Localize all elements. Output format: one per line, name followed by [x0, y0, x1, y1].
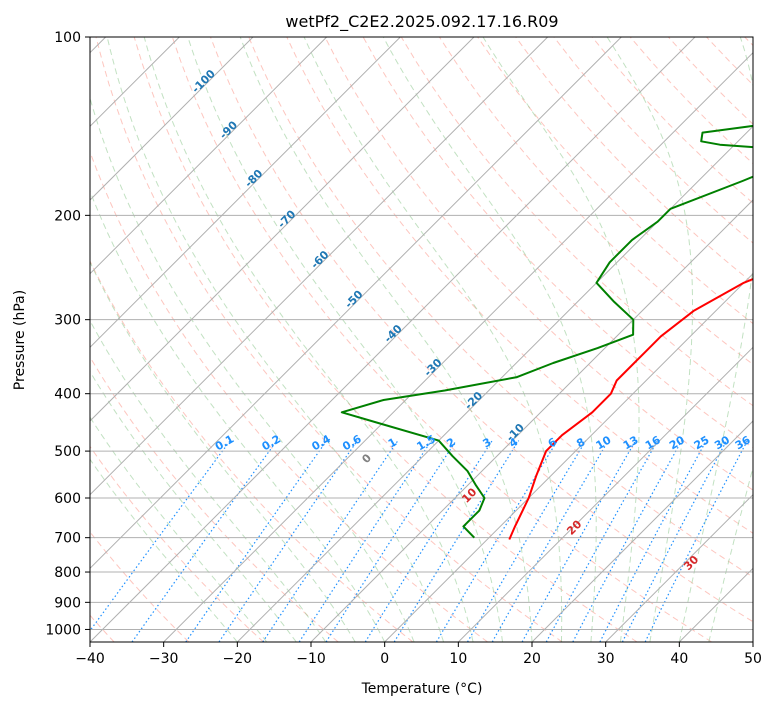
x-tick-label: −20: [223, 651, 253, 667]
moist-adiabat: [143, 37, 474, 642]
isotherm-gridline: [384, 272, 753, 642]
plot-background: [90, 37, 753, 642]
temperature-profile-line: [508, 277, 753, 540]
x-tick-label: 20: [523, 651, 541, 667]
mixing-ratio-line: [491, 440, 609, 642]
dry-adiabat: [90, 259, 414, 642]
isotherm-gridline: [457, 346, 753, 642]
y-tick-label: 100: [54, 30, 81, 46]
profiles: [340, 124, 753, 540]
chart-title: wetPf2_C2E2.2025.092.17.16.R09: [285, 12, 558, 32]
isotherm-gridline: [236, 125, 753, 642]
x-tick-label: −40: [75, 651, 105, 667]
mixing-ratio-line: [325, 440, 457, 642]
mixing-ratio-line: [644, 440, 748, 642]
x-tick-label: 30: [597, 651, 615, 667]
dry-adiabat: [210, 37, 753, 623]
x-tick-label: −30: [149, 651, 179, 667]
mixing-ratio-line: [466, 440, 587, 642]
moist-adiabat: [90, 260, 356, 642]
x-tick-label: 10: [449, 651, 467, 667]
mixing-ratio-line: [131, 440, 278, 642]
moist-adiabat: [303, 37, 563, 642]
dry-adiabat: [95, 37, 563, 642]
plot-frame: [89, 36, 754, 643]
x-tick-label: −10: [296, 651, 326, 667]
y-tick-label: 200: [54, 208, 81, 224]
y-tick-label: 300: [54, 313, 81, 329]
x-axis-label: Temperature (°C): [361, 681, 483, 697]
mixing-ratio-line: [435, 440, 558, 642]
moist-adiabat: [90, 416, 268, 642]
dewpoint-profile-line: [340, 124, 753, 539]
isotherm-gridline: [605, 493, 753, 642]
moist-adiabat: [106, 37, 445, 642]
dry-adiabat: [90, 356, 339, 642]
y-tick-label: 800: [54, 565, 81, 581]
y-tick-label: 400: [54, 387, 81, 403]
mixing-ratio-line: [364, 440, 493, 642]
y-tick-label: 600: [54, 491, 81, 507]
moist-adiabat: [187, 37, 503, 642]
isotherm-gridline: [90, 37, 475, 422]
dry-adiabat: [515, 37, 753, 284]
isotherm-gridline: [310, 199, 753, 642]
mixing-ratio-line: [572, 440, 683, 642]
y-tick-label: 500: [54, 444, 81, 460]
dry-adiabat: [90, 445, 264, 642]
isotherm-gridline: [90, 37, 549, 496]
x-tick-label: 0: [380, 651, 389, 667]
y-axis-ticks: 100 200 300 400 500 600 700 800 900 1000: [45, 30, 90, 638]
x-tick-label: 40: [670, 651, 688, 667]
moist-adiabat: [90, 370, 297, 642]
dry-adiabat: [286, 37, 753, 534]
moist-adiabat: [90, 458, 238, 642]
x-axis-ticks: −40 −30 −20 −10 0 10 20 30 40 50: [75, 642, 762, 667]
y-axis-label: Pressure (hPa): [12, 290, 28, 390]
y-tick-label: 700: [54, 531, 81, 547]
moist-adiabat: [708, 465, 753, 642]
dry-adiabat: [171, 37, 712, 642]
isotherm-gridline: [90, 37, 254, 201]
isotherm-gridline: [163, 51, 753, 642]
moist-adiabat: [239, 37, 533, 642]
isotherm-gridline: [90, 37, 622, 570]
mixing-ratio-line: [90, 440, 231, 632]
mixing-ratio-line: [185, 440, 328, 642]
isotherm-gridline: [90, 37, 696, 642]
isotherm-gridline: [531, 420, 753, 642]
background-lines: [90, 37, 753, 642]
mixing-ratio-line: [521, 440, 637, 642]
mixing-ratio-line: [545, 440, 659, 642]
moist-adiabat: [482, 37, 640, 642]
dry-adiabat: [324, 37, 753, 491]
mixing-ratio-line: [262, 440, 399, 642]
moist-adiabat: [382, 37, 597, 642]
dry-adiabat: [133, 37, 638, 642]
isotherm-gridline: [752, 641, 753, 642]
isotherm-gridline: [90, 37, 328, 275]
moist-adiabat: [678, 37, 753, 642]
moist-adiabat: [606, 37, 693, 642]
x-tick-label: 50: [744, 651, 762, 667]
isotherm-gridline: [90, 37, 401, 349]
moist-adiabat: [90, 189, 386, 642]
y-tick-label: 1000: [45, 622, 81, 638]
mixing-ratio-line: [298, 440, 432, 642]
dry-adiabat: [248, 37, 753, 578]
y-tick-label: 900: [54, 595, 81, 611]
moist-adiabat: [90, 319, 327, 642]
